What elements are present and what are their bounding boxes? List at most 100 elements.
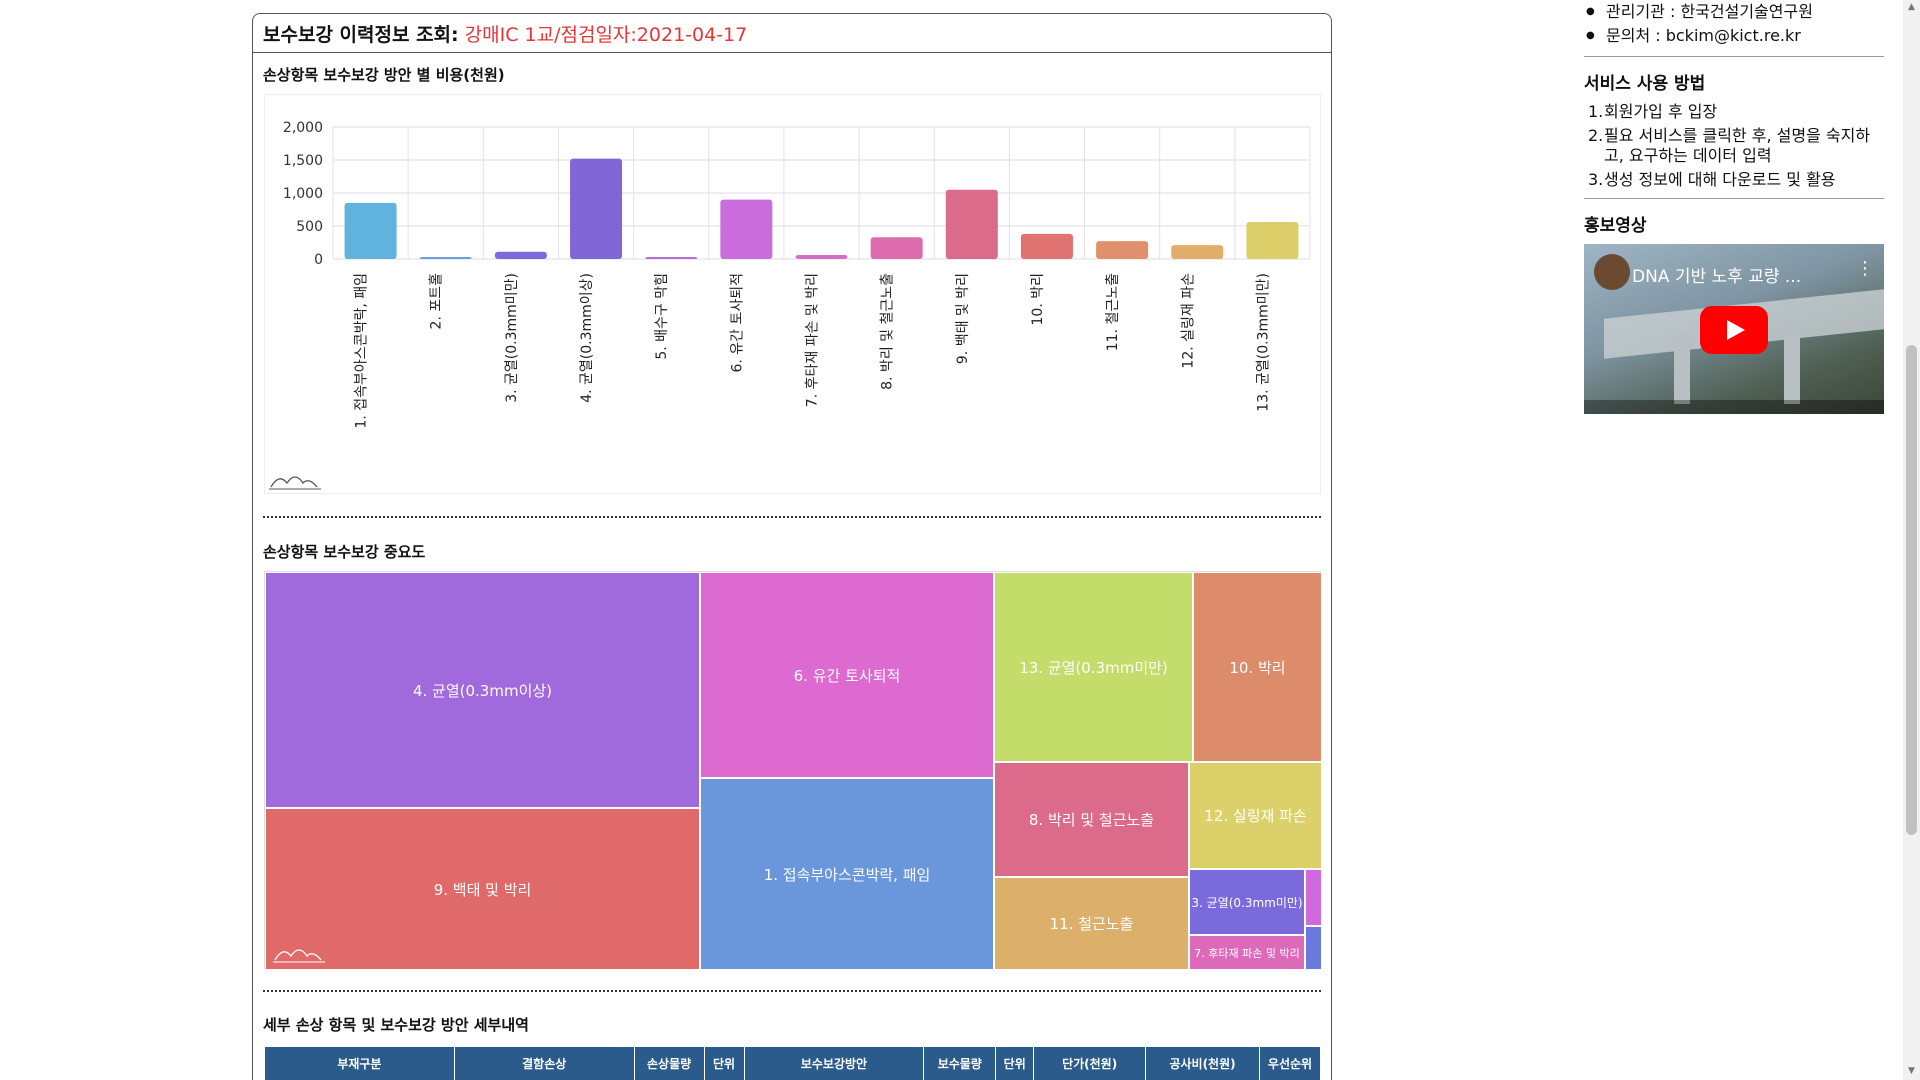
usage-steps: 1. 회원가입 후 입장 2. 필요 서비스를 클릭한 후, 설명을 숙지하고, 요…: [1584, 102, 1884, 190]
step-text: 회원가입 후 입장: [1604, 102, 1718, 121]
x-tick-label: 7. 후타재 파손 및 박리: [805, 273, 821, 407]
bar: [1246, 222, 1299, 259]
step-text: 생성 정보에 대해 다운로드 및 활용: [1604, 170, 1836, 189]
divider: [1584, 56, 1884, 57]
bar: [1096, 241, 1149, 259]
divider: [1584, 198, 1884, 199]
chart-logo-icon: [273, 949, 325, 963]
x-tick-label: 5. 배수구 막힘: [654, 273, 670, 360]
section-divider: [263, 516, 1321, 518]
treemap-cell[interactable]: 12. 실링재 파손: [1189, 762, 1322, 869]
play-icon[interactable]: [1700, 306, 1768, 354]
x-tick-label: 8. 박리 및 철근노출: [880, 273, 896, 390]
video-thumbnail-pillar: [1674, 334, 1690, 404]
table-column-header: 손상물량: [633, 1046, 705, 1080]
bridge-inspection-label: 강매IC 1교/점검일자:2021-04-17: [464, 23, 748, 46]
scroll-up-arrow-icon[interactable]: ▲: [1908, 2, 1915, 12]
table-column-header: 단위: [995, 1046, 1035, 1080]
x-tick-label: 4. 균열(0.3mm이상): [579, 273, 595, 403]
cost-bar-chart: 2,000 1,500 1,000 500 0 1. 접속부아스콘박락, 패임 2. 포트홀…: [264, 94, 1321, 494]
detail-title: 세부 손상 항목 및 보수보강 방안 세부내역: [263, 1016, 529, 1034]
video-title[interactable]: DNA 기반 노후 교량 ...: [1632, 267, 1802, 287]
bar: [1020, 233, 1073, 259]
scroll-down-arrow-icon[interactable]: ▼: [1908, 1066, 1915, 1076]
table-column-header: 보수물량: [923, 1046, 997, 1080]
treemap-cell[interactable]: 6. 유간 토사퇴적: [700, 572, 994, 778]
x-tick-label: 9. 백태 및 박리: [955, 273, 971, 364]
channel-avatar[interactable]: [1594, 254, 1630, 290]
step-text: 필요 서비스를 클릭한 후, 설명을 숙지하고, 요구하는 데이터 입력: [1604, 126, 1871, 165]
table-column-header: 부재구분: [264, 1046, 455, 1080]
bar: [570, 158, 623, 259]
x-tick-label: 6. 유간 토사퇴적: [729, 273, 745, 373]
bar: [795, 255, 848, 259]
video-thumbnail-pillar: [1784, 334, 1800, 404]
history-panel: 보수보강 이력정보 조회: 강매IC 1교/점검일자:2021-04-17 손상…: [252, 13, 1332, 1080]
step-number: 1.: [1588, 102, 1604, 121]
more-options-icon[interactable]: ⋮: [1856, 258, 1874, 279]
treemap-cell[interactable]: 4. 균열(0.3mm이상): [265, 572, 700, 808]
bar: [720, 199, 773, 259]
usage-step: 1. 회원가입 후 입장: [1584, 102, 1884, 122]
panel-title: 보수보강 이력정보 조회:: [263, 23, 459, 46]
table-column-header: 공사비(천원): [1145, 1046, 1260, 1080]
treemap-cell[interactable]: 1. 접속부아스콘박락, 패임: [700, 778, 994, 970]
treemap-cell[interactable]: [1305, 926, 1322, 970]
treemap-cell[interactable]: 3. 균열(0.3mm미만): [1189, 869, 1305, 935]
x-tick-label: 10. 박리: [1030, 273, 1046, 325]
usage-title: 서비스 사용 방법: [1584, 74, 1706, 94]
cost-bar-chart-svg: 2,000 1,500 1,000 500 0 1. 접속부아스콘박락, 패임 2. 포트홀…: [269, 120, 1311, 490]
info-item: 문의처 : bckim@kict.re.kr: [1584, 24, 1884, 48]
info-item: 관리기관 : 한국건설기술연구원: [1584, 0, 1884, 24]
promo-video[interactable]: DNA 기반 노후 교량 ... ⋮: [1584, 244, 1884, 414]
bar: [945, 189, 998, 259]
x-tick-label: 2. 포트홀: [429, 273, 445, 330]
usage-step: 2. 필요 서비스를 클릭한 후, 설명을 숙지하고, 요구하는 데이터 입력: [1584, 126, 1884, 166]
x-tick-label: 11. 철근노출: [1105, 273, 1121, 351]
usage-step: 3. 생성 정보에 대해 다운로드 및 활용: [1584, 170, 1884, 190]
x-tick-label: 1. 접속부아스콘박락, 패임: [354, 273, 370, 429]
table-column-header: 우선순위: [1258, 1046, 1322, 1080]
table-header-row: 부재구분 결함손상 손상물량 단위 보수보강방안 보수물량 단위 단가(천원) 공사비(천원) 우…: [264, 1046, 1322, 1080]
bar: [645, 257, 698, 259]
detail-table: 부재구분 결함손상 손상물량 단위 보수보강방안 보수물량 단위 단가(천원) 공사비(천원) 우…: [264, 1046, 1322, 1080]
section-divider: [263, 990, 1321, 992]
promo-title: 홍보영상: [1584, 216, 1647, 236]
treemap-cell[interactable]: 8. 박리 및 철근노출: [994, 762, 1189, 877]
treemap-title: 손상항목 보수보강 중요도: [263, 543, 426, 561]
importance-treemap: 4. 균열(0.3mm이상) 9. 백태 및 박리 6. 유간 토사퇴적 1. 접속부…: [264, 571, 1322, 970]
treemap-cell[interactable]: 13. 균열(0.3mm미만): [994, 572, 1193, 762]
cost-chart-title: 손상항목 보수보강 방안 별 비용(천원): [263, 66, 505, 84]
y-tick-label: 1,000: [283, 186, 323, 202]
bar: [419, 257, 472, 259]
panel-header: 보수보강 이력정보 조회: 강매IC 1교/점검일자:2021-04-17: [253, 14, 1331, 53]
bar: [1171, 245, 1224, 259]
scrollbar-thumb[interactable]: [1906, 345, 1917, 835]
sidebar: 관리기관 : 한국건설기술연구원 문의처 : bckim@kict.re.kr …: [1584, 0, 1884, 414]
step-number: 2.: [1588, 126, 1604, 145]
y-tick-label: 0: [314, 252, 323, 268]
y-tick-label: 500: [296, 219, 323, 235]
x-tick-label: 3. 균열(0.3mm미만): [504, 273, 520, 403]
treemap-cell[interactable]: [1305, 869, 1322, 926]
bar: [870, 237, 923, 259]
treemap-cell[interactable]: 10. 박리: [1193, 572, 1322, 762]
treemap-cell[interactable]: 9. 백태 및 박리: [265, 808, 700, 970]
table-column-header: 보수보강방안: [743, 1046, 925, 1080]
table-column-header: 단가(천원): [1033, 1046, 1147, 1080]
video-caption-strip: [1584, 400, 1884, 414]
contact-info-list: 관리기관 : 한국건설기술연구원 문의처 : bckim@kict.re.kr: [1584, 0, 1884, 48]
treemap-cell[interactable]: 7. 후타재 파손 및 박리: [1189, 935, 1305, 970]
bar: [344, 202, 397, 259]
y-tick-label: 1,500: [283, 153, 323, 169]
treemap-cell[interactable]: 11. 철근노출: [994, 877, 1189, 970]
x-tick-label: 13. 균열(0.3mm미만): [1255, 273, 1271, 412]
table-column-header: 결함손상: [453, 1046, 635, 1080]
chart-logo-icon: [270, 476, 318, 488]
y-tick-label: 2,000: [283, 120, 323, 136]
table-column-header: 단위: [703, 1046, 745, 1080]
step-number: 3.: [1588, 170, 1604, 189]
x-tick-label: 12. 실링재 파손: [1180, 273, 1196, 369]
bar: [494, 251, 547, 259]
